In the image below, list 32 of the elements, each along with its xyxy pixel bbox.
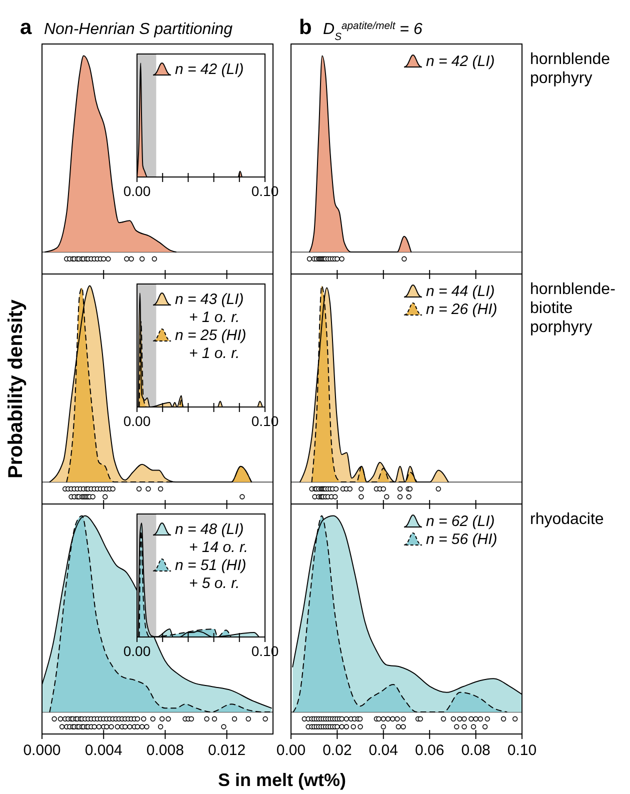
x-axis-title: S in melt (wt%) — [218, 770, 346, 790]
x-tick-label: 0.000 — [23, 742, 61, 759]
x-tick-label: 0.08 — [461, 742, 490, 759]
legend-label: n = 62 (LI) — [426, 513, 495, 530]
legend-label: n = 48 (LI) + 14 o. r. — [175, 521, 248, 556]
legend-label: n = 26 (HI) — [426, 301, 498, 318]
legend-label: n = 51 (HI) + 5 o. r. — [175, 557, 246, 592]
chart-title: b — [299, 16, 312, 39]
x-tick-label: 0.00 — [123, 643, 151, 659]
legend-label: n = 25 (HI) + 1 o. r. — [175, 327, 246, 362]
chart-title: a — [20, 16, 32, 39]
y-axis-title: Probability density — [5, 298, 27, 478]
x-tick-label: 0.04 — [368, 742, 398, 759]
legend-label: n = 44 (LI) — [426, 283, 495, 300]
x-tick-label: 0.00 — [276, 742, 306, 759]
x-tick-label: 0.02 — [322, 742, 352, 759]
x-tick-label: 0.00 — [123, 413, 151, 429]
chart-subtitle: D$_{S}$$^{apatite/melt}$ = 6 — [323, 20, 422, 42]
text: hornblende porphyry — [530, 51, 610, 87]
legend-label: n = 43 (LI) + 1 o. r. — [175, 291, 244, 326]
legend-label: n = 42 (LI) — [426, 53, 495, 70]
legend-label: n = 42 (LI) — [175, 61, 244, 78]
text: hornblende-biotite porphyry — [530, 281, 616, 336]
text: rhyodacite — [530, 511, 604, 528]
x-tick-label: 0.00 — [123, 183, 151, 199]
x-tick-label: 0.10 — [507, 742, 537, 759]
x-tick-label: 0.012 — [208, 742, 246, 759]
x-tick-label: 0.06 — [415, 742, 444, 759]
x-tick-label: 0.008 — [146, 742, 184, 759]
legend-label: n = 56 (HI) — [426, 531, 498, 548]
chart-subtitle: Non-Henrian S partitioning — [44, 21, 233, 38]
x-tick-label: 0.004 — [84, 742, 122, 759]
